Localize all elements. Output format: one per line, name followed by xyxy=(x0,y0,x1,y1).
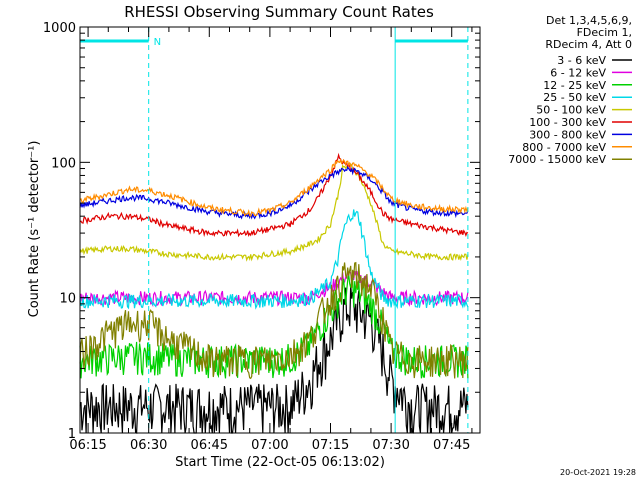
detector-info-line: RDecim 4, Att 0 xyxy=(545,38,632,51)
legend-label: 50 - 100 keV xyxy=(536,104,606,117)
plot-area: N 1 10 100 1000 06:15 06:30 06:45 07:00 07:15 07:3… xyxy=(43,21,481,453)
series-line-8 xyxy=(79,158,469,217)
legend-label: 6 - 12 keV xyxy=(550,66,606,79)
x-tick-label: 07:45 xyxy=(433,438,470,453)
legend-label: 800 - 7000 keV xyxy=(522,141,606,154)
detector-info-line: Det 1,3,4,5,6,9, xyxy=(546,14,632,27)
x-tick-label: 07:30 xyxy=(372,438,409,453)
y-axis-label: Count Rate (s⁻¹ detector⁻¹) xyxy=(27,141,42,318)
detector-info-line: FDecim 1, xyxy=(577,26,632,39)
legend-label: 3 - 6 keV xyxy=(557,54,606,67)
legend-label: 12 - 25 keV xyxy=(543,79,606,92)
footer-timestamp: 20-Oct-2021 19:28 xyxy=(560,468,636,477)
x-tick-label: 07:15 xyxy=(312,438,349,453)
series-line-5 xyxy=(79,162,469,262)
legend-label: 300 - 800 keV xyxy=(529,128,606,141)
x-tick-label: 06:30 xyxy=(130,438,167,453)
x-tick-label: 06:45 xyxy=(191,438,228,453)
series-line-6 xyxy=(79,152,469,238)
chart-title: RHESSI Observing Summary Count Rates xyxy=(124,3,434,21)
series-line-4 xyxy=(79,209,469,310)
y-tick-label: 100 xyxy=(51,156,76,171)
plot-frame xyxy=(79,26,481,434)
legend-label: 7000 - 15000 keV xyxy=(508,153,606,166)
x-tick-label: 06:15 xyxy=(69,438,106,453)
detector-info: Det 1,3,4,5,6,9,FDecim 1,RDecim 4, Att 0 xyxy=(545,14,632,51)
series-line-3 xyxy=(79,274,469,379)
series-line-9 xyxy=(79,261,469,380)
y-tick-label: 1000 xyxy=(43,21,76,36)
x-tick-label: 07:00 xyxy=(251,438,288,453)
y-tick-label: 1 xyxy=(68,427,76,442)
night-label-1: N xyxy=(154,37,161,48)
x-axis-label: Start Time (22-Oct-05 06:13:02) xyxy=(175,455,385,470)
series-line-2 xyxy=(79,270,469,308)
legend-label: 25 - 50 keV xyxy=(543,91,606,104)
legend-label: 100 - 300 keV xyxy=(529,116,606,129)
y-tick-label: 10 xyxy=(59,292,76,307)
